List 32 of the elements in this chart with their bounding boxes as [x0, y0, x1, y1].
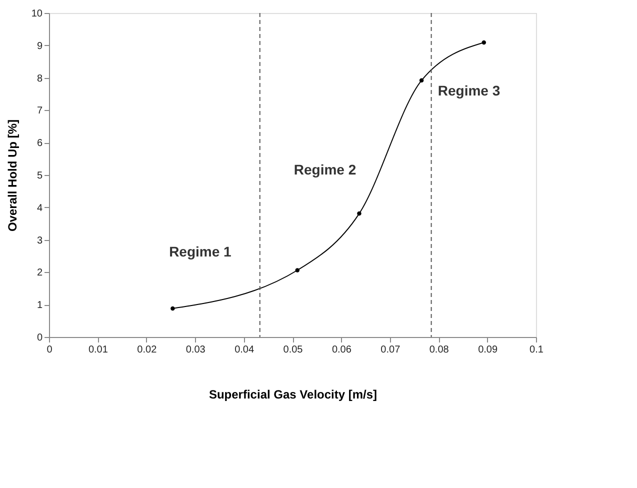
point [482, 40, 486, 45]
y-tick-label: 9 [36, 40, 43, 52]
y-tick-label: 3 [36, 235, 43, 246]
y-tick-label: 8 [36, 73, 43, 84]
point [357, 211, 362, 216]
x-tick-label: 0.05 [283, 344, 304, 356]
x-tick-label: 0.04 [234, 344, 254, 356]
x-tick-label: 0.03 [186, 344, 206, 356]
y-tick-label: 5 [36, 170, 43, 182]
y-tick-label: 0 [36, 332, 43, 344]
annotation: Regime 1 [169, 244, 232, 260]
y-axis-title: Overall Hold Up [%] [5, 119, 20, 232]
point [295, 268, 300, 272]
x-tick-label: 0.08 [429, 344, 450, 356]
y-tick-label: 4 [36, 202, 43, 214]
y-tick-label: 1 [36, 300, 43, 312]
x-tick-label: 0.06 [332, 344, 352, 356]
point [419, 78, 424, 83]
x-tick-label: 0.09 [478, 344, 498, 356]
y-tick-label: 2 [36, 268, 43, 279]
x-tick-label: 0.01 [88, 344, 108, 356]
x-tick-label: 0.02 [137, 344, 158, 356]
x-tick-label: 0.07 [380, 344, 401, 356]
y-tick-label: 6 [36, 138, 43, 150]
x-tick-label: 0 [46, 344, 53, 356]
annotation: Regime 3 [438, 82, 500, 99]
x-axis-title: Superficial Gas Velocity [m/s] [208, 388, 378, 402]
x-tick-label: 0.1 [530, 344, 544, 356]
annotation: Regime 2 [294, 161, 356, 178]
point [170, 306, 175, 311]
y-tick-label: 7 [36, 106, 43, 117]
y-tick-label: 10 [31, 8, 43, 20]
